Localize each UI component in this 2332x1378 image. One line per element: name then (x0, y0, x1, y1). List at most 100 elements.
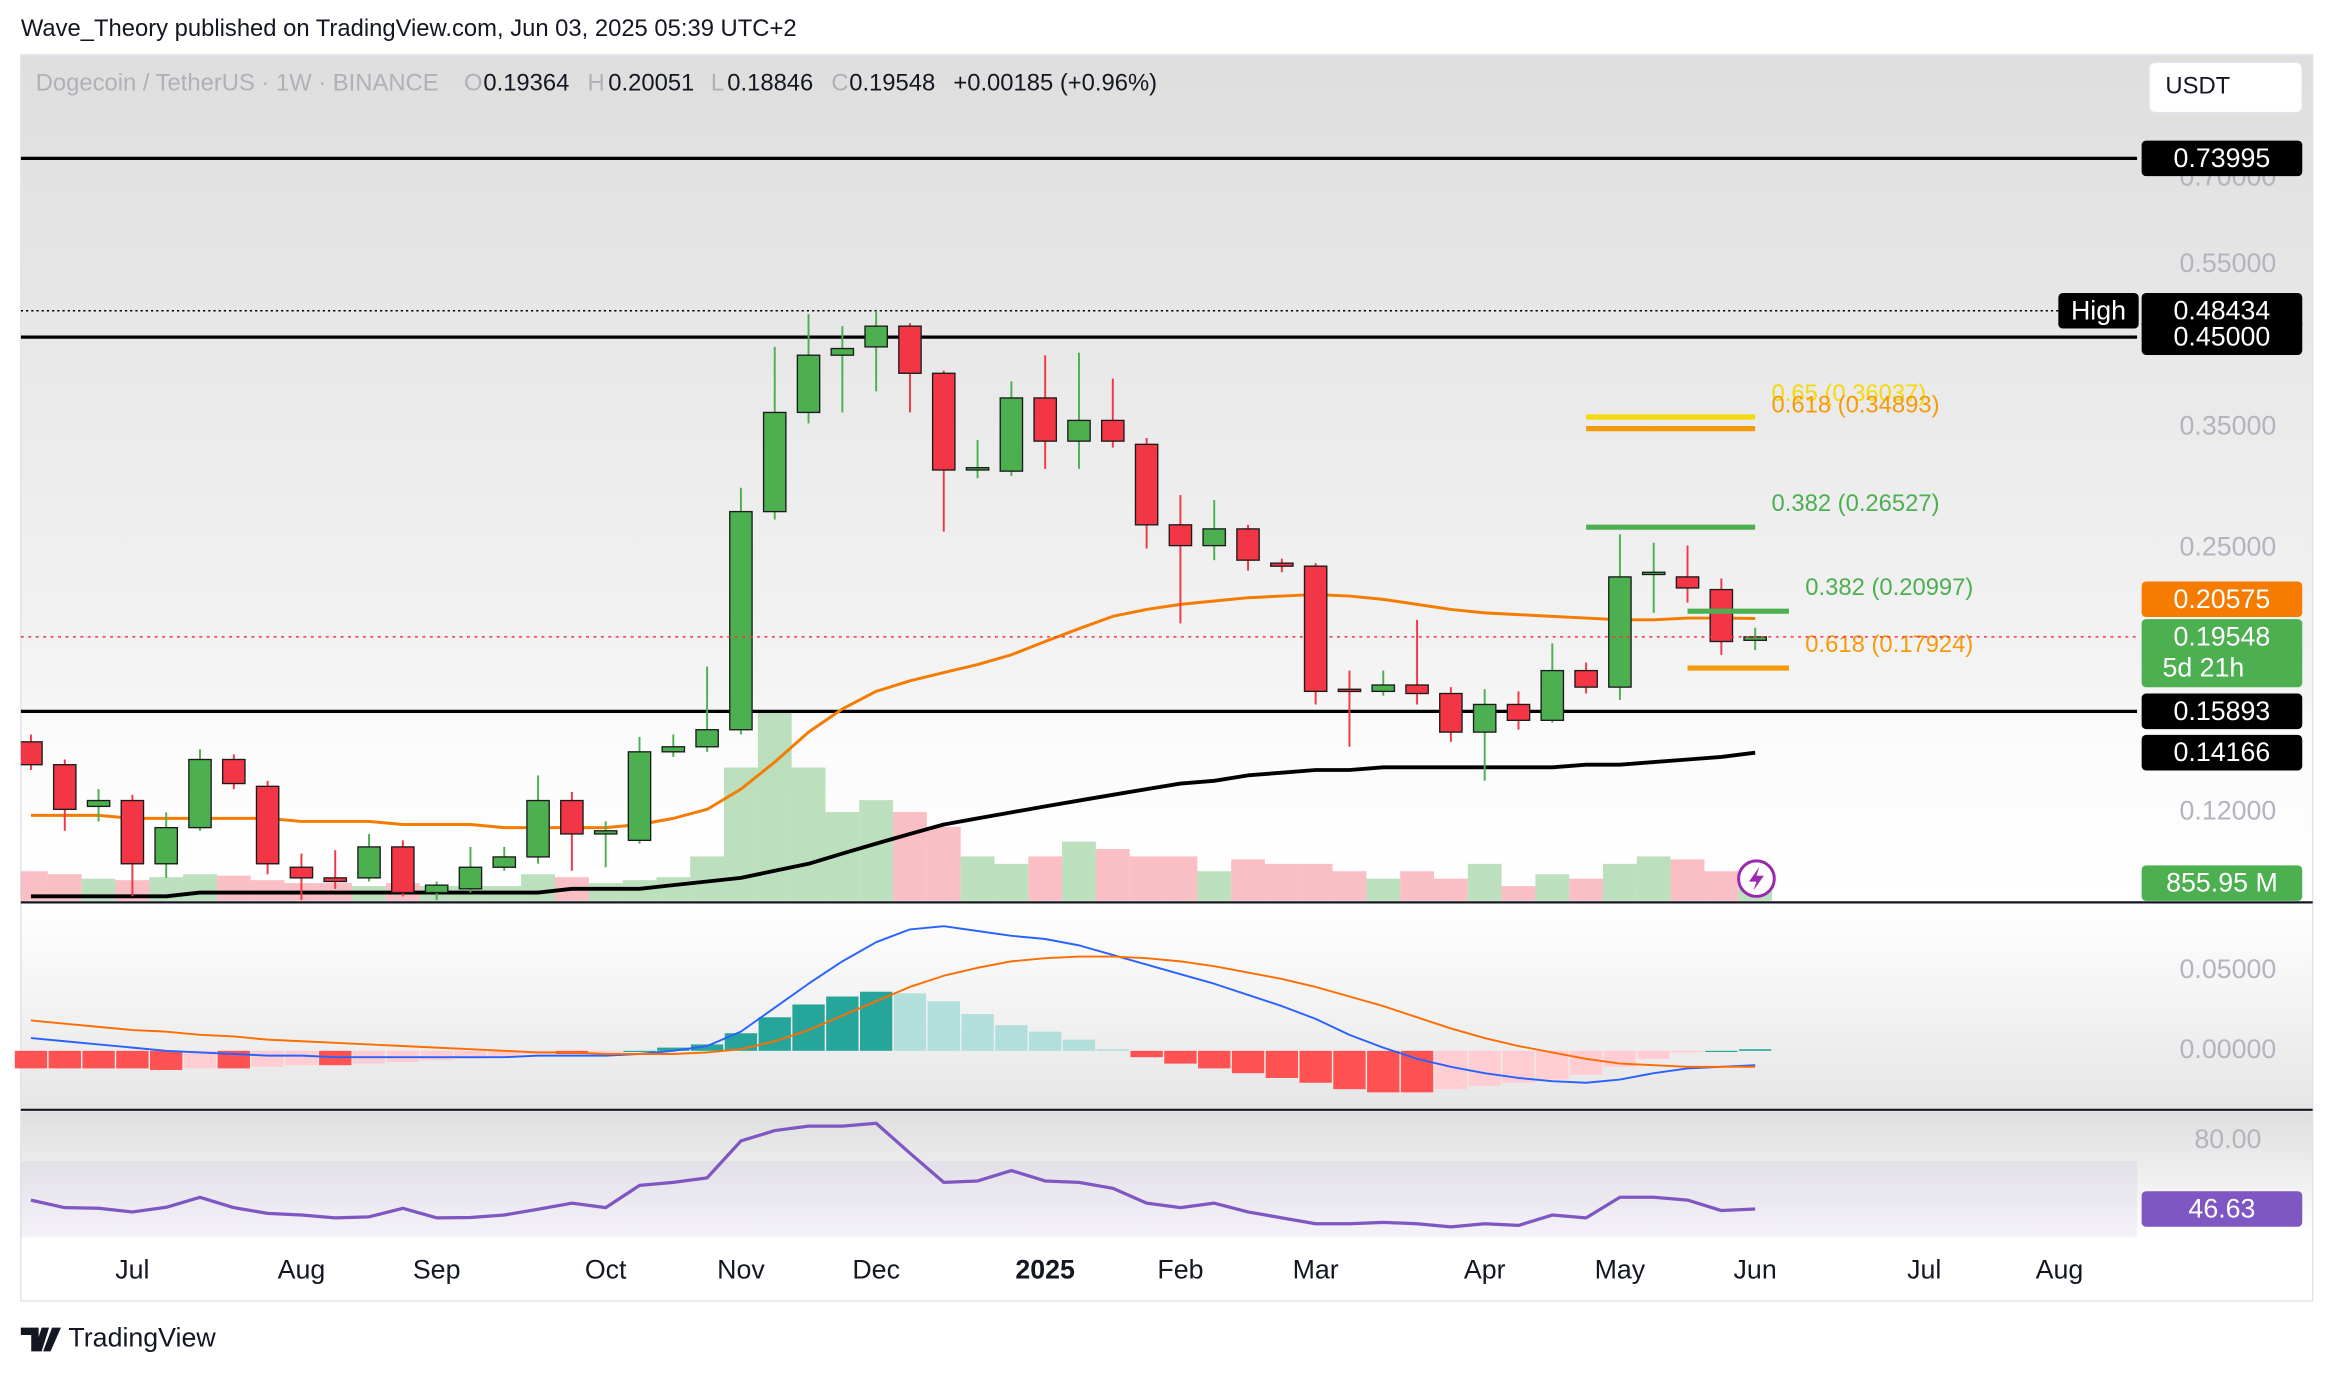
macd-histogram-bar (1738, 1049, 1772, 1051)
candle-body (1439, 692, 1463, 733)
candle-body (1506, 703, 1531, 721)
macd-histogram-bar (657, 1047, 690, 1051)
publisher: Wave_Theory published on TradingView.com… (21, 15, 797, 42)
ohlc-letter: L (711, 70, 724, 97)
candle-body (492, 856, 517, 868)
y-tick-label: 0.25000 (2180, 532, 2277, 562)
macd-histogram-bar (826, 996, 859, 1051)
candle-body (729, 510, 753, 731)
macd-histogram-bar (1231, 1050, 1265, 1074)
candle (86, 789, 111, 822)
ohlc-value: 0.20051 (608, 70, 694, 97)
x-tick-label: Mar (1293, 1254, 1339, 1284)
candle-body (796, 354, 821, 414)
currency-button[interactable]: USDT (2148, 61, 2303, 114)
alert-bolt (1749, 866, 1764, 891)
volume-bar (1129, 856, 1164, 901)
change: +0.00185 (+0.96%) (953, 70, 1157, 97)
candle (20, 734, 43, 770)
fib-label: 0.65 (0.36037) (1772, 380, 1927, 407)
candle (1100, 378, 1125, 448)
candle (120, 794, 145, 897)
candle-body (1134, 443, 1159, 526)
macd-histogram-bar (1299, 1050, 1332, 1083)
candle-body (898, 325, 922, 374)
candle (661, 734, 686, 757)
candle (864, 310, 888, 392)
candle-body (1641, 571, 1666, 576)
x-tick-label: May (1595, 1254, 1646, 1284)
x-tick-label: 2025 (1015, 1254, 1075, 1284)
candle (188, 749, 212, 831)
x-tick-label: Jul (1907, 1254, 1941, 1284)
rsi-label-bg (2141, 1191, 2303, 1227)
candle (1270, 558, 1294, 573)
price-pane-bg (20, 54, 2313, 901)
x-tick-label: Jul (115, 1254, 149, 1284)
candle (762, 346, 787, 520)
candle (1371, 670, 1396, 696)
candle-body (188, 758, 212, 829)
macd-histogram-bar (961, 1014, 994, 1051)
candle-body (391, 846, 415, 894)
x-tick-label: Dec (852, 1254, 900, 1284)
candle (1641, 542, 1666, 613)
macd-histogram-bar (454, 1050, 487, 1059)
volume-bar (1501, 886, 1536, 901)
macd-histogram-bar (1569, 1050, 1603, 1075)
rsi-clip (20, 1121, 2138, 1238)
macd-histogram-bar (623, 1050, 656, 1053)
ma-label: 0.14166 (2141, 734, 2303, 771)
candle-body (661, 746, 686, 753)
candle-body (289, 866, 314, 879)
candle-body (864, 325, 888, 348)
candle (391, 840, 415, 897)
ohlc-value: 0.19548 (849, 70, 935, 97)
candle-body (695, 729, 719, 748)
moving-average (30, 592, 1756, 830)
candle (1067, 352, 1091, 469)
volume-bar (250, 880, 285, 901)
candle (1236, 524, 1260, 571)
candle-body (627, 751, 652, 842)
candle (1709, 578, 1734, 655)
price-line-label-bg (2141, 693, 2303, 730)
candle (898, 323, 922, 413)
y-tick-label: 0.00000 (2180, 1034, 2277, 1064)
volume-bar (994, 863, 1029, 901)
macd-histogram-bar (488, 1050, 521, 1058)
candle-body (1405, 684, 1429, 695)
candle (796, 313, 821, 424)
macd-histogram-bar (1265, 1050, 1299, 1078)
volume-bar (960, 856, 995, 901)
candle (965, 440, 990, 479)
rsi-band (20, 1161, 2138, 1238)
currency[interactable]: USDT (2165, 73, 2230, 100)
fib-label: 0.618 (0.34893) (1772, 392, 1940, 419)
volume-bar (1062, 841, 1096, 901)
symbol: Dogecoin / TetherUS · 1W · BINANCE (36, 70, 439, 97)
volume-bar (1400, 871, 1434, 901)
macd-histogram-bar (251, 1050, 284, 1067)
candle (424, 881, 449, 901)
ma-label-bg (2141, 581, 2303, 618)
volume-bar (1231, 859, 1265, 901)
candle (154, 812, 179, 878)
candle-body (52, 764, 77, 811)
candle (52, 759, 77, 831)
candle (627, 736, 652, 844)
volume-bar (1603, 863, 1637, 901)
candle-body (458, 866, 483, 890)
ma-label-text: 0.14166 (2174, 737, 2271, 767)
volume-bar (1433, 878, 1468, 901)
frame (20, 54, 2314, 1302)
ma-label-bg (2141, 734, 2303, 771)
candle-body (526, 799, 550, 858)
volume-bar (1163, 856, 1198, 901)
candle (931, 370, 956, 532)
currency-box[interactable] (2148, 61, 2303, 114)
candle-body (424, 884, 449, 894)
candle (221, 754, 246, 790)
candle-body (965, 467, 990, 471)
